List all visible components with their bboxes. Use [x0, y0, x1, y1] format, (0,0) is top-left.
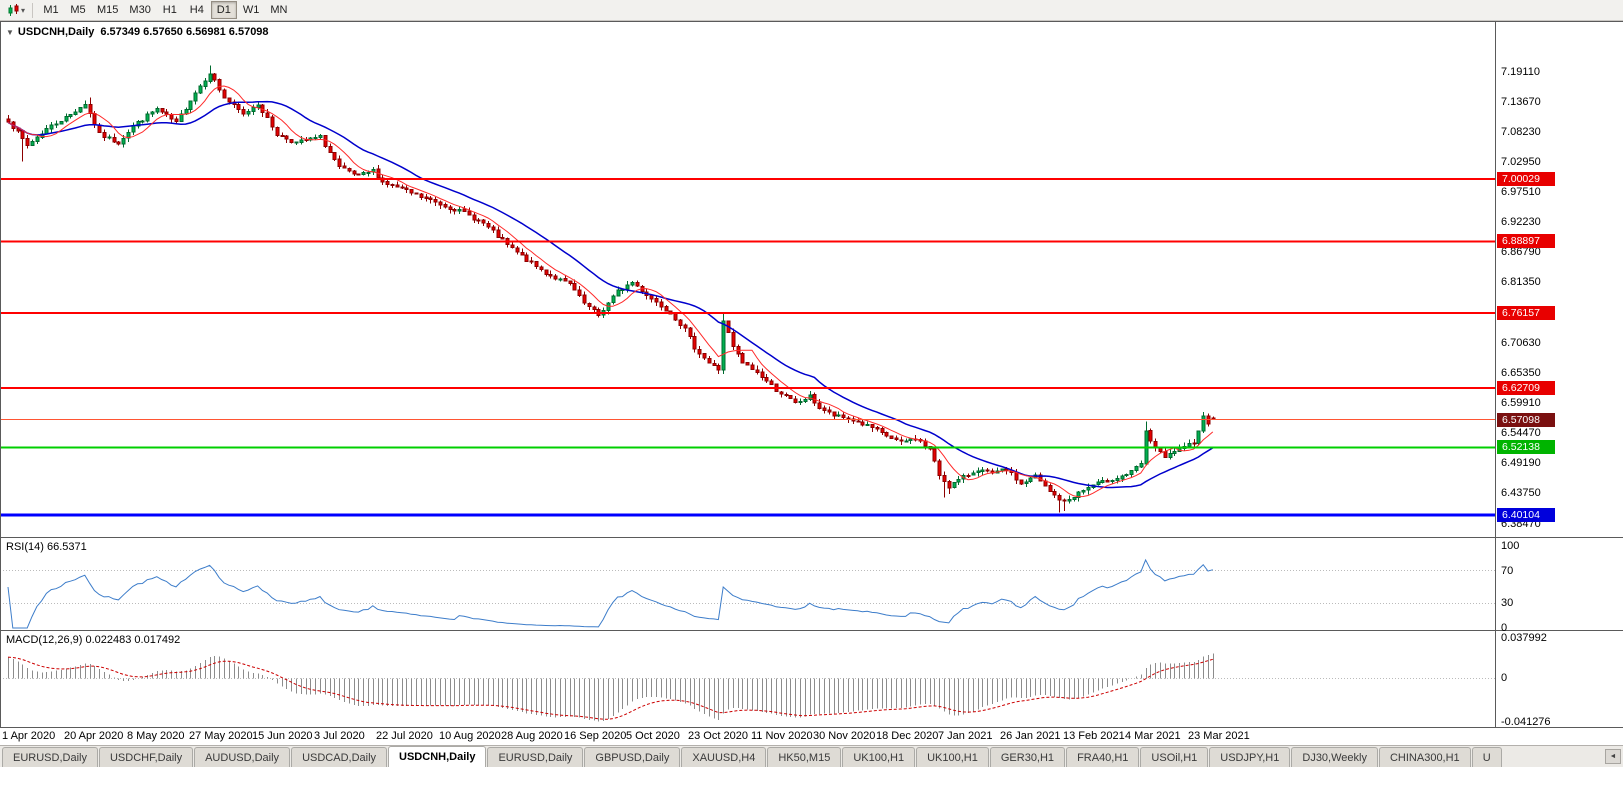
time-axis-label: 26 Jan 2021 — [1000, 730, 1061, 742]
chart-tab-USDCHF-Daily[interactable]: USDCHF,Daily — [98, 747, 194, 767]
current-price-tag: 6.57098 — [1497, 413, 1555, 427]
time-axis-label: 11 Nov 2020 — [751, 730, 813, 742]
chart-tab-USOil-H1[interactable]: USOil,H1 — [1140, 747, 1209, 767]
time-axis-label: 16 Sep 2020 — [564, 730, 627, 742]
price-axis-label: 6.97510 — [1501, 186, 1541, 198]
chart-canvas — [0, 21, 1623, 728]
time-axis-label: 18 Dec 2020 — [876, 730, 939, 742]
dropdown-caret-icon: ▾ — [21, 5, 26, 15]
macd-scale-label: -0.041276 — [1501, 716, 1551, 728]
timeframe-button-D1[interactable]: D1 — [210, 1, 237, 19]
price-tag-6.88897: 6.88897 — [1497, 234, 1555, 248]
price-axis-label: 7.02950 — [1501, 155, 1541, 168]
price-axis-label: 6.49190 — [1501, 457, 1541, 470]
chart-tab-USDJPY-H1[interactable]: USDJPY,H1 — [1209, 747, 1291, 767]
price-axis-label: 6.70630 — [1501, 336, 1541, 349]
price-axis-label: 7.08230 — [1501, 125, 1541, 138]
chart-ohlc-values: 6.57349 6.57650 6.56981 6.57098 — [100, 26, 269, 38]
price-axis-label: 6.92230 — [1501, 216, 1541, 229]
time-axis-label: 30 Nov 2020 — [813, 730, 876, 742]
price-axis-label: 6.43750 — [1501, 487, 1541, 500]
timeframe-button-W1[interactable]: W1 — [238, 1, 265, 19]
macd-scale-label: 0 — [1501, 672, 1508, 684]
timeframe-button-MN[interactable]: MN — [265, 1, 292, 19]
chart-tab-USDCAD-Daily[interactable]: USDCAD,Daily — [291, 747, 388, 767]
tab-scroll-button[interactable]: ◄ — [1605, 749, 1621, 764]
time-axis-label: 28 Aug 2020 — [501, 730, 563, 742]
rsi-scale-label: 30 — [1501, 597, 1514, 609]
time-axis-label: 27 May 2020 — [189, 730, 253, 742]
rsi-scale-label: 100 — [1501, 540, 1520, 552]
timeframe-buttons-group: M1 M5 M15 M30 H1 H4 D1 W1 MN — [38, 1, 292, 19]
price-tag-7.00029: 7.00029 — [1497, 172, 1555, 186]
candlestick-chart-icon — [8, 3, 19, 16]
chart-tab-FRA40-H1[interactable]: FRA40,H1 — [1066, 747, 1140, 767]
chart-tab-DJ30-Weekly[interactable]: DJ30,Weekly — [1291, 747, 1378, 767]
time-axis-label: 7 Jan 2021 — [938, 730, 993, 742]
chart-tab-HK50-M15[interactable]: HK50,M15 — [767, 747, 842, 767]
time-axis-label: 23 Oct 2020 — [688, 730, 748, 742]
time-axis-label: 5 Oct 2020 — [626, 730, 680, 742]
price-axis-label: 7.19110 — [1501, 65, 1540, 78]
rsi-scale-label: 70 — [1501, 565, 1514, 577]
timeframes-toolbar: ▾ M1 M5 M15 M30 H1 H4 D1 W1 MN — [0, 0, 1623, 21]
time-axis-label: 23 Mar 2021 — [1188, 730, 1250, 742]
chart-tab-AUDUSD-Daily[interactable]: AUDUSD,Daily — [194, 747, 291, 767]
price-axis-label: 6.54470 — [1501, 427, 1541, 440]
timeframe-button-M1[interactable]: M1 — [38, 1, 64, 19]
price-axis-label: 6.86790 — [1501, 246, 1541, 259]
timeframe-button-M30[interactable]: M30 — [124, 1, 155, 19]
macd-histogram — [8, 653, 1214, 722]
ma-7-line — [7, 85, 1214, 498]
timeframe-button-H1[interactable]: H1 — [157, 1, 183, 19]
chart-tab-UK100-H1[interactable]: UK100,H1 — [842, 747, 916, 767]
chart-tab-USDCNH-Daily[interactable]: USDCNH,Daily — [388, 746, 487, 767]
chart-tab-CHINA300-H1[interactable]: CHINA300,H1 — [1378, 747, 1471, 767]
chart-symbol-label: USDCNH,Daily — [17, 26, 95, 38]
chart-tabs-bar: EURUSD,Daily USDCHF,Daily AUDUSD,Daily USDC… — [0, 745, 1623, 767]
chart-ohlc-info: ▼ USDCNH,Daily 6.57349 6.57650 6.56981 6.5… — [6, 26, 269, 38]
macd-indicator-label: MACD(12,26,9) 0.022483 0.017492 — [6, 634, 181, 646]
price-axis-label: 6.65350 — [1501, 366, 1541, 379]
price-axis-label: 7.13670 — [1501, 95, 1541, 108]
chart-tab-GBPUSD-Daily[interactable]: GBPUSD,Daily — [584, 747, 681, 767]
rsi-scale-label: 0 — [1501, 622, 1508, 634]
rsi-line — [7, 558, 1213, 629]
time-axis-label: 1 Apr 2020 — [2, 730, 56, 742]
chart-tab-EURUSD-Daily[interactable]: EURUSD,Daily — [2, 747, 98, 767]
chart-tab-XAUUSD-H4[interactable]: XAUUSD,H4 — [681, 747, 767, 767]
time-axis-label: 8 May 2020 — [127, 730, 185, 742]
price-tag-6.52138: 6.52138 — [1497, 440, 1555, 454]
macd-signal-line — [7, 656, 1213, 720]
main-plot-area[interactable] — [0, 21, 1496, 538]
time-axis-label: 22 Jul 2020 — [376, 730, 433, 742]
chart-tab-GER30-H1[interactable]: GER30,H1 — [989, 747, 1066, 767]
chart-type-button[interactable]: ▾ — [3, 1, 29, 19]
time-axis-label: 13 Feb 2021 — [1063, 730, 1125, 742]
chart-tab-EURUSD-Daily[interactable]: EURUSD,Daily — [487, 747, 584, 767]
one-click-trading-icon[interactable]: ▼ — [6, 28, 14, 37]
timeframe-button-H4[interactable]: H4 — [184, 1, 210, 19]
rsi-indicator-label: RSI(14) 66.5371 — [6, 541, 87, 553]
toolbar-separator — [32, 2, 34, 18]
price-axis-label: 6.81350 — [1501, 276, 1541, 289]
price-axis-label: 6.59910 — [1501, 397, 1541, 409]
rsi-plot-area[interactable] — [0, 537, 1496, 631]
timeframe-button-M5[interactable]: M5 — [65, 1, 91, 19]
chart-tab-UK100-H1[interactable]: UK100,H1 — [916, 747, 989, 767]
time-axis-label: 10 Aug 2020 — [439, 730, 501, 742]
time-axis-label: 20 Apr 2020 — [64, 730, 124, 742]
time-axis-label: 3 Jul 2020 — [314, 730, 365, 742]
ma-20-line — [7, 100, 1214, 489]
time-axis-label: 4 Mar 2021 — [1125, 730, 1181, 742]
time-axis-label: 15 Jun 2020 — [252, 730, 313, 742]
price-tag-6.40104: 6.40104 — [1497, 508, 1555, 522]
price-tag-6.76157: 6.76157 — [1497, 306, 1555, 320]
macd-scale-label: 0.037992 — [1501, 632, 1547, 644]
price-tag-6.62709: 6.62709 — [1497, 381, 1555, 395]
chart-tab-U[interactable]: U — [1471, 747, 1502, 767]
timeframe-button-M15[interactable]: M15 — [92, 1, 123, 19]
